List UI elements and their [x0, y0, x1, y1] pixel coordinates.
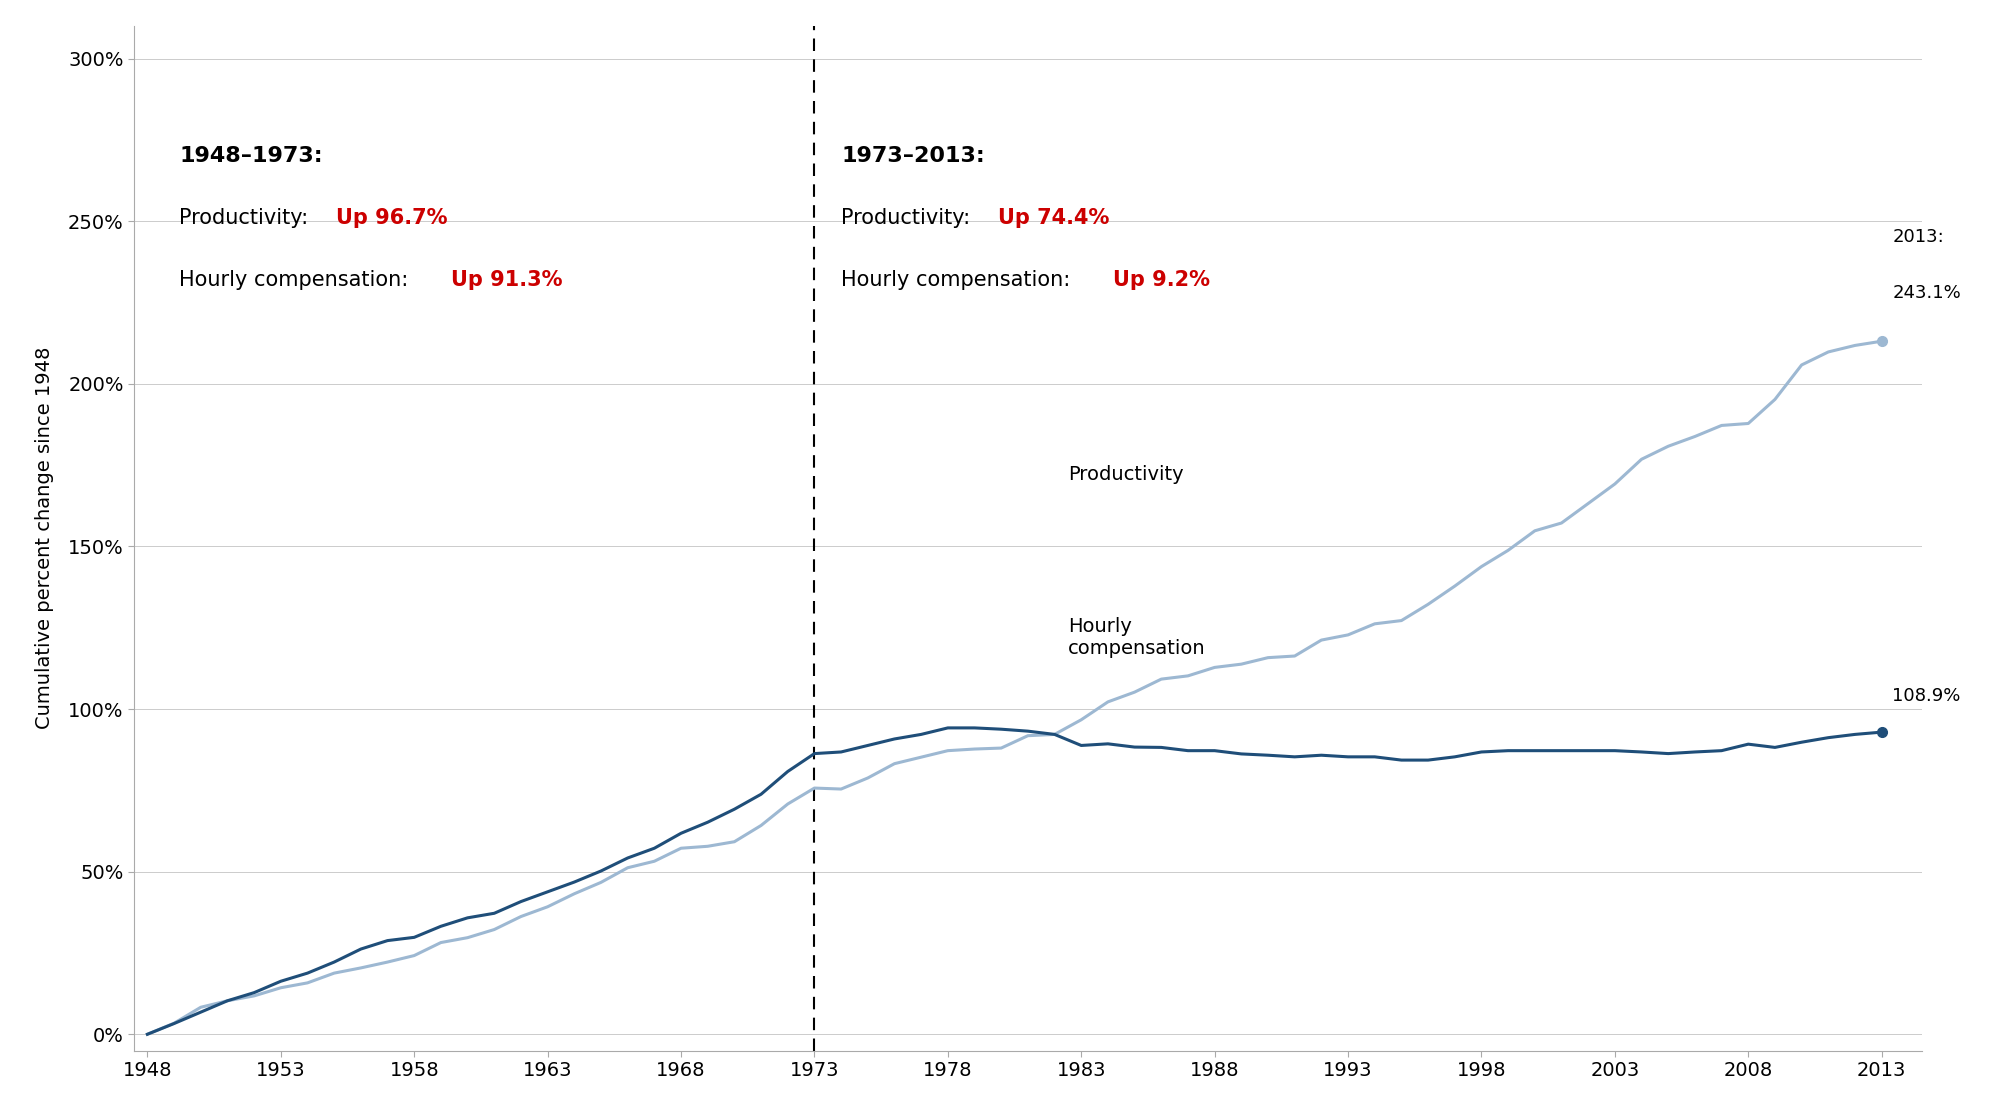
Text: Hourly compensation:: Hourly compensation: [842, 270, 1076, 290]
Y-axis label: Cumulative percent change since 1948: Cumulative percent change since 1948 [34, 347, 54, 730]
Text: Up 91.3%: Up 91.3% [452, 270, 562, 290]
Text: Hourly compensation:: Hourly compensation: [180, 270, 416, 290]
Text: Productivity:: Productivity: [180, 208, 316, 228]
Text: Up 74.4%: Up 74.4% [998, 208, 1110, 228]
Text: 243.1%: 243.1% [1892, 284, 1962, 302]
Text: Productivity: Productivity [1068, 466, 1184, 484]
Text: Hourly
compensation: Hourly compensation [1068, 617, 1206, 658]
Text: 2013:: 2013: [1892, 229, 1944, 247]
Text: Productivity:: Productivity: [842, 208, 976, 228]
Text: Up 9.2%: Up 9.2% [1114, 270, 1210, 290]
Text: 108.9%: 108.9% [1892, 687, 1960, 705]
Text: 1948–1973:: 1948–1973: [180, 146, 324, 166]
Text: 1973–2013:: 1973–2013: [842, 146, 984, 166]
Text: Up 96.7%: Up 96.7% [336, 208, 448, 228]
